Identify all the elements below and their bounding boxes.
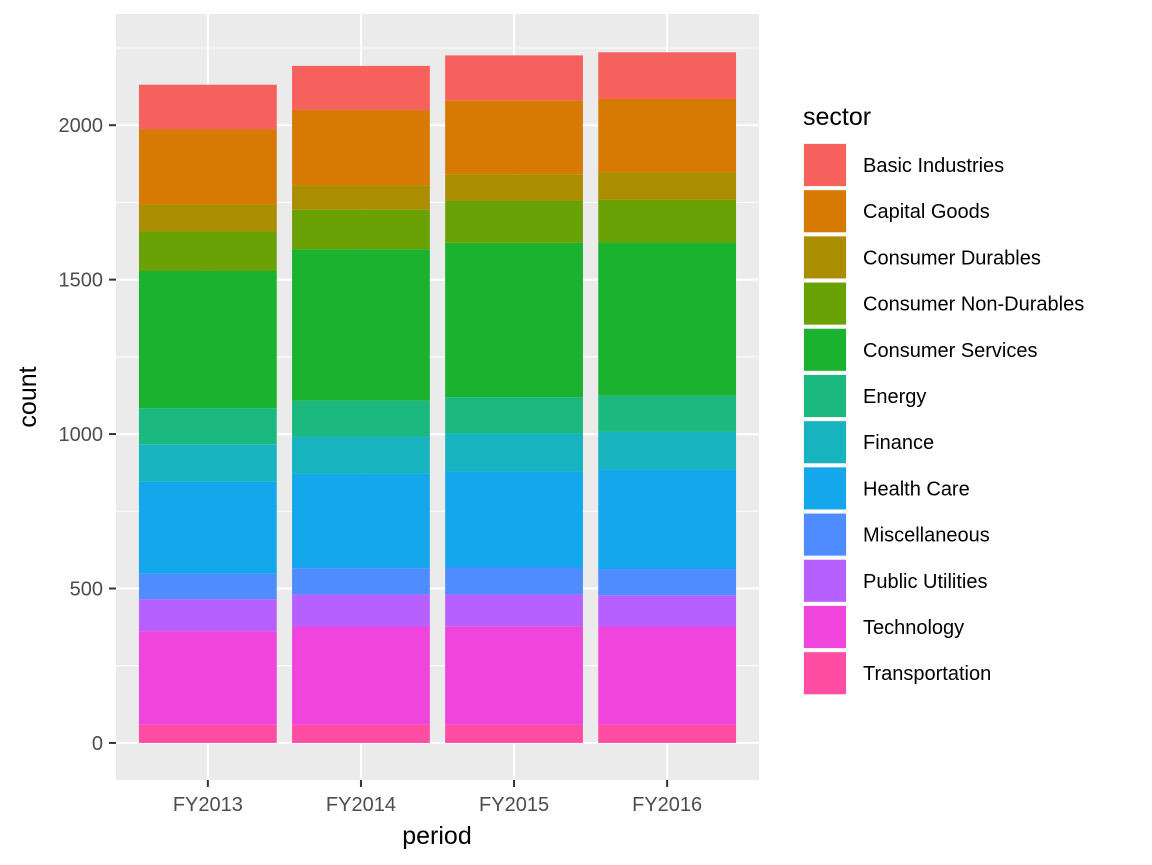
bar-segment-consumer-services-fy2013: FY2013 · Consumer Services: 444: [138, 270, 277, 409]
legend-swatch: [804, 144, 846, 186]
bar-segment-energy-fy2014: FY2014 · Energy: 116: [292, 400, 430, 437]
bar-segment-technology-fy2016: FY2016 · Technology: 317: [598, 626, 737, 725]
legend-label: Consumer Services: [863, 340, 1038, 362]
bar-segment-public-utilities-fy2016: FY2016 · Public Utilities: 101: [598, 595, 737, 627]
legend-swatch: [804, 328, 846, 371]
y-axis-title: count: [14, 366, 42, 427]
legend-swatch: [804, 190, 846, 233]
legend-label: Public Utilities: [863, 571, 987, 593]
x-tick-label: FY2016: [632, 794, 702, 816]
bar-segment-technology-fy2013: FY2013 · Technology: 302: [138, 631, 277, 725]
bar-segment-health-care-fy2013: FY2013 · Health Care: 298: [138, 481, 277, 574]
legend-label: Consumer Non-Durables: [863, 294, 1084, 316]
x-axis: FY2013 FY2014 FY2015 FY2016: [173, 780, 702, 816]
bar-segment-consumer-services-fy2014: FY2014 · Consumer Services: 490: [292, 249, 430, 401]
legend-swatch: [804, 282, 846, 325]
bar-segment-capital-goods-fy2014: FY2014 · Capital Goods: 243: [292, 110, 430, 186]
bar-segment-public-utilities-fy2013: FY2013 · Public Utilities: 103: [138, 599, 277, 632]
y-axis: 0 500 1000 1500 2000: [59, 115, 116, 755]
bar-segment-basic-industries-fy2016: FY2016 · Basic Industries: 151: [598, 52, 737, 99]
bar-segment-basic-industries-fy2014: FY2014 · Basic Industries: 143: [292, 65, 430, 111]
bar-segment-technology-fy2014: FY2014 · Technology: 317: [292, 626, 430, 725]
bar-segment-transportation-fy2013: FY2013 · Transportation: 60: [138, 724, 277, 743]
legend-swatch: [804, 513, 846, 556]
bar-segment-technology-fy2015: FY2015 · Technology: 318: [445, 626, 583, 725]
bar-segment-consumer-non-durables-fy2015: FY2015 · Consumer Non-Durables: 137: [445, 200, 583, 243]
bar-segment-public-utilities-fy2015: FY2015 · Public Utilities: 103: [445, 594, 583, 627]
bar-segment-basic-industries-fy2015: FY2015 · Basic Industries: 145: [445, 55, 583, 101]
legend-swatch: [804, 375, 846, 417]
bar-segment-miscellaneous-fy2015: FY2015 · Miscellaneous: 87: [445, 567, 583, 595]
bar-segment-transportation-fy2016: FY2016 · Transportation: 60: [598, 724, 737, 743]
bar-segment-finance-fy2014: FY2014 · Finance: 121: [292, 436, 430, 474]
bar-segment-consumer-non-durables-fy2014: FY2014 · Consumer Non-Durables: 128: [292, 209, 430, 250]
bar-segment-capital-goods-fy2016: FY2016 · Capital Goods: 238: [598, 98, 737, 173]
legend-label: Finance: [863, 432, 934, 454]
legend-label: Consumer Durables: [863, 247, 1041, 269]
legend-label: Basic Industries: [863, 155, 1004, 177]
legend-label: Energy: [863, 386, 926, 408]
bar-segment-transportation-fy2015: FY2015 · Transportation: 60: [445, 724, 583, 743]
bar-segment-miscellaneous-fy2014: FY2014 · Miscellaneous: 85: [292, 568, 430, 595]
bar-segment-health-care-fy2015: FY2015 · Health Care: 311: [445, 471, 583, 568]
bar-segment-finance-fy2013: FY2013 · Finance: 121: [138, 444, 277, 482]
bar-segment-consumer-non-durables-fy2013: FY2013 · Consumer Non-Durables: 128: [138, 231, 277, 271]
legend-swatch: [804, 559, 846, 602]
legend-swatch: [804, 467, 846, 510]
legend-label: Technology: [863, 617, 964, 639]
x-tick-label: FY2013: [173, 794, 243, 816]
x-tick-label: FY2014: [326, 794, 396, 816]
y-tick-label: 500: [70, 579, 103, 601]
bar-segment-health-care-fy2014: FY2014 · Health Care: 305: [292, 473, 430, 569]
bar-segment-finance-fy2015: FY2015 · Finance: 123: [445, 433, 583, 472]
x-axis-title: period: [402, 822, 472, 850]
bar-segment-health-care-fy2016: FY2016 · Health Care: 322: [598, 469, 737, 570]
bar-segment-consumer-durables-fy2015: FY2015 · Consumer Durables: 85: [445, 174, 583, 201]
bar-segment-consumer-services-fy2015: FY2015 · Consumer Services: 500: [445, 242, 583, 398]
legend-label: Miscellaneous: [863, 525, 990, 547]
bar-segment-capital-goods-fy2013: FY2013 · Capital Goods: 243: [138, 129, 277, 205]
bar-segment-transportation-fy2014: FY2014 · Transportation: 60: [292, 724, 430, 743]
legend-swatch: [804, 236, 846, 279]
y-tick-label: 1000: [59, 424, 104, 446]
bar-segment-consumer-durables-fy2014: FY2014 · Consumer Durables: 80: [292, 185, 430, 210]
legend-items: Basic Industries Capital Goods Consumer Du…: [803, 143, 1084, 696]
bar-segment-public-utilities-fy2014: FY2014 · Public Utilities: 104: [292, 594, 430, 627]
bar-segment-capital-goods-fy2015: FY2015 · Capital Goods: 240: [445, 100, 583, 175]
bar-segment-miscellaneous-fy2016: FY2016 · Miscellaneous: 85: [598, 569, 737, 596]
legend-label: Health Care: [863, 478, 970, 500]
bar-segment-consumer-durables-fy2016: FY2016 · Consumer Durables: 88: [598, 172, 737, 200]
bar-segment-energy-fy2013: FY2013 · Energy: 117: [138, 408, 277, 445]
bar-segment-basic-industries-fy2013: FY2013 · Basic Industries: 145: [138, 84, 277, 130]
y-tick-label: 2000: [59, 115, 104, 137]
legend: sector Basic Industries Capital Goods Cons…: [803, 103, 1084, 696]
legend-label: Transportation: [863, 663, 991, 685]
legend-label: Capital Goods: [863, 201, 990, 223]
bar-segment-consumer-non-durables-fy2016: FY2016 · Consumer Non-Durables: 139: [598, 199, 737, 243]
bar-segment-energy-fy2016: FY2016 · Energy: 116: [598, 395, 737, 432]
bars: FY2013 · Transportation: 60FY2013 · Tech…: [138, 52, 737, 743]
bar-segment-consumer-durables-fy2013: FY2013 · Consumer Durables: 87: [138, 204, 277, 232]
y-tick-label: 0: [92, 733, 103, 755]
legend-title: sector: [803, 103, 871, 131]
legend-swatch: [804, 606, 846, 648]
y-tick-label: 1500: [59, 270, 104, 292]
bar-segment-miscellaneous-fy2013: FY2013 · Miscellaneous: 83: [138, 573, 277, 600]
bar-segment-energy-fy2015: FY2015 · Energy: 117: [445, 397, 583, 434]
bar-segment-consumer-services-fy2016: FY2016 · Consumer Services: 496: [598, 242, 737, 396]
legend-swatch: [804, 421, 846, 464]
x-tick-label: FY2015: [479, 794, 549, 816]
legend-swatch: [804, 652, 846, 695]
bar-segment-finance-fy2016: FY2016 · Finance: 123: [598, 431, 737, 470]
